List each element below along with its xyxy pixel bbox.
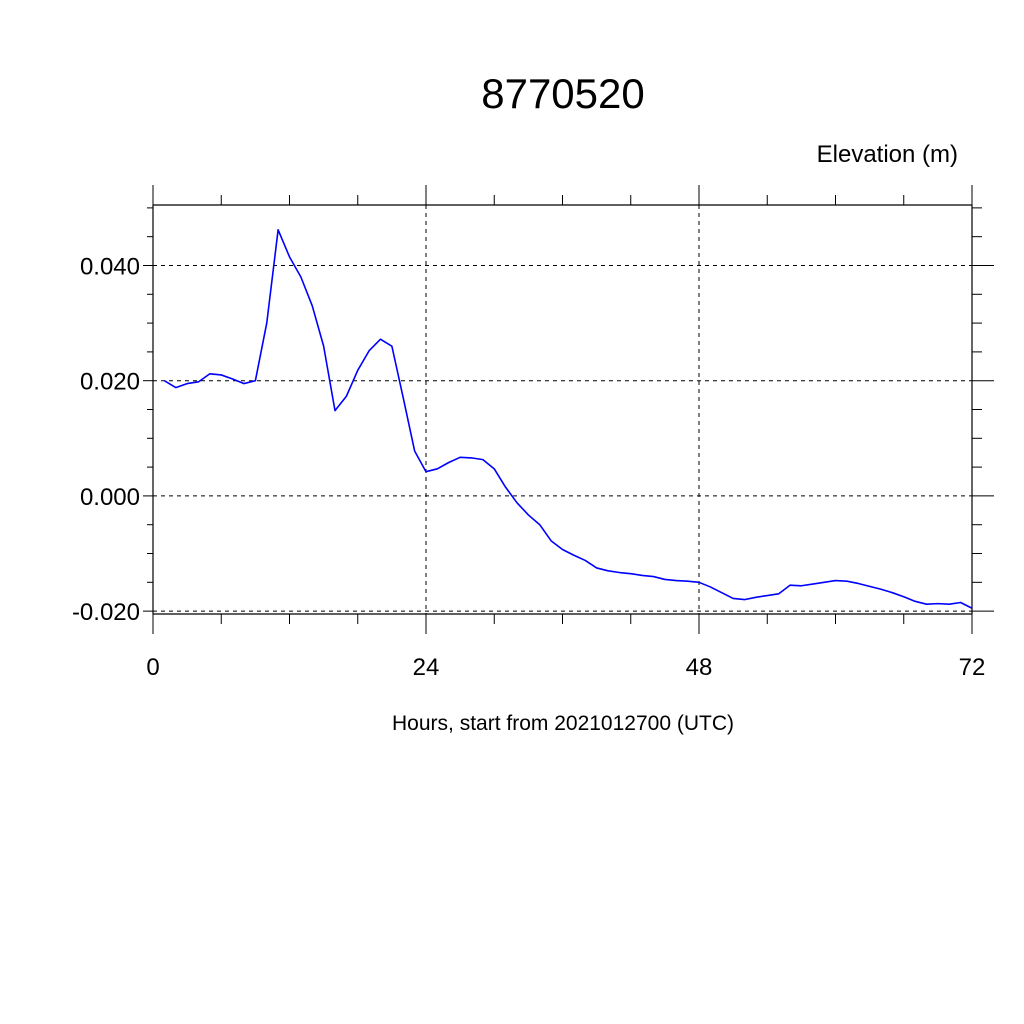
x-tick-label: 0 [146, 654, 159, 681]
plot-frame [143, 185, 994, 634]
y-tick-label: 0.040 [80, 253, 140, 280]
x-tick-labels: 0 24 48 72 [146, 654, 985, 681]
grid [152, 205, 973, 614]
elevation-series-line [163, 228, 973, 609]
y-axis-label: Elevation (m) [817, 141, 958, 168]
minor-ticks [147, 195, 982, 624]
y-tick-labels: -0.020 0.000 0.020 0.040 [72, 253, 140, 626]
series-layer [163, 228, 973, 609]
y-tick-label: 0.000 [80, 484, 140, 511]
y-tick-label: -0.020 [72, 599, 140, 626]
x-axis-label: Hours, start from 2021012700 (UTC) [392, 712, 734, 735]
y-tick-label: 0.020 [80, 369, 140, 396]
x-tick-label: 72 [959, 654, 986, 681]
x-tick-label: 24 [413, 654, 440, 681]
x-tick-label: 48 [686, 654, 713, 681]
chart-title: 8770520 [481, 70, 645, 117]
